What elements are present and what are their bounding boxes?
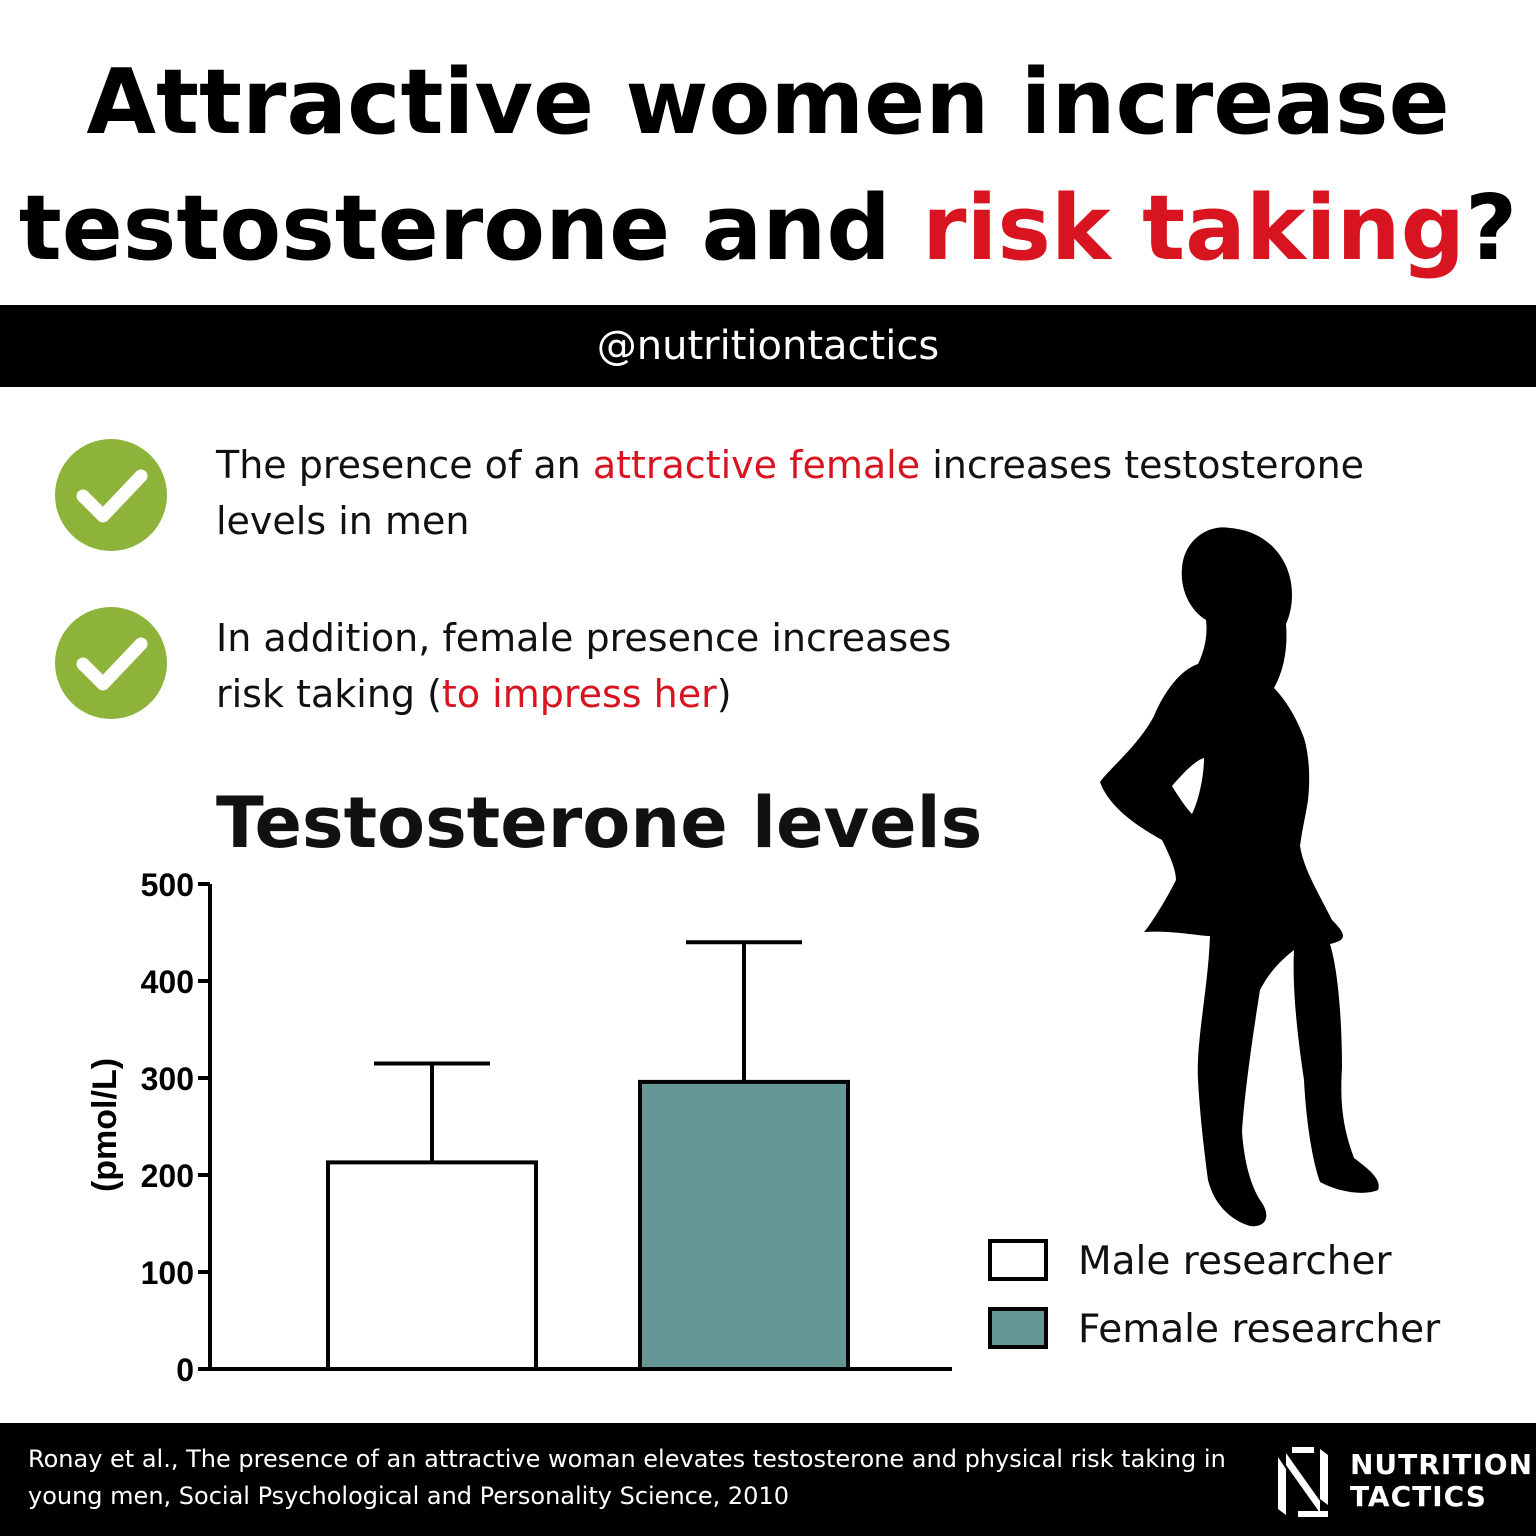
legend-label: Female researcher xyxy=(1078,1307,1441,1352)
bar-chart: 0 100 200 300 400 500 (pmol/L) Male researcher F… xyxy=(86,867,1441,1388)
handle-text: @nutritiontactics xyxy=(596,323,940,369)
point-2-line-2: risk taking (to impress her) xyxy=(216,666,951,722)
nutrition-tactics-logo-icon xyxy=(1278,1447,1328,1517)
legend-swatch xyxy=(988,1307,1048,1349)
point-2-accent: to impress her xyxy=(441,672,717,716)
y-tick-label: 0 xyxy=(176,1352,194,1388)
bar xyxy=(326,1160,538,1372)
citation: Ronay et al., The presence of an attract… xyxy=(28,1441,1228,1515)
y-tick-label: 500 xyxy=(141,867,194,903)
point-1-suffix: increases testosterone xyxy=(920,443,1365,487)
headline-line-2: testosterone and risk taking? xyxy=(0,166,1536,292)
footer: Ronay et al., The presence of an attract… xyxy=(0,1423,1536,1536)
y-axis-label: (pmol/L) xyxy=(86,1058,124,1192)
citation-line-1: Ronay et al., The presence of an attract… xyxy=(28,1445,1226,1473)
headline: Attractive women increase testosterone a… xyxy=(0,40,1536,292)
checkmark-icon xyxy=(55,607,167,719)
y-tick-label: 200 xyxy=(141,1158,194,1194)
checkmark-icon xyxy=(55,439,167,551)
legend-swatch xyxy=(988,1239,1048,1281)
y-tick-label: 100 xyxy=(141,1255,194,1291)
logo-line-1: NUTRITION xyxy=(1350,1448,1534,1481)
headline-line-1: Attractive women increase xyxy=(86,50,1450,155)
logo-line-2: TACTICS xyxy=(1350,1480,1487,1513)
point-1-accent: attractive female xyxy=(592,443,921,487)
handle-bar: @nutritiontactics xyxy=(0,305,1536,387)
y-tick-label: 400 xyxy=(141,964,194,1000)
bar xyxy=(638,1079,850,1371)
legend-label: Male researcher xyxy=(1078,1239,1392,1284)
headline-line-2-prefix: testosterone and xyxy=(18,176,923,281)
headline-accent: risk taking xyxy=(922,176,1466,281)
woman-silhouette-icon xyxy=(1100,527,1379,1227)
nutrition-tactics-logo: NUTRITION TACTICS xyxy=(1270,1439,1532,1523)
point-1: The presence of an attractive female inc… xyxy=(216,437,1364,549)
point-1-line-1: The presence of an attractive female inc… xyxy=(216,437,1364,493)
point-2-line-1: In addition, female presence increases xyxy=(216,616,952,660)
point-2: In addition, female presence increases r… xyxy=(216,610,951,722)
point-2-suffix: ) xyxy=(716,672,732,716)
chart-title: Testosterone levels xyxy=(216,782,983,864)
headline-line-2-suffix: ? xyxy=(1465,176,1518,281)
point-2-prefix: risk taking ( xyxy=(216,672,442,716)
logo-text: NUTRITION TACTICS xyxy=(1350,1449,1533,1513)
point-1-line-2: levels in men xyxy=(216,499,470,543)
point-1-prefix: The presence of an xyxy=(216,443,593,487)
y-tick-label: 300 xyxy=(141,1061,194,1097)
citation-line-2: young men, Social Psychological and Pers… xyxy=(28,1482,789,1510)
